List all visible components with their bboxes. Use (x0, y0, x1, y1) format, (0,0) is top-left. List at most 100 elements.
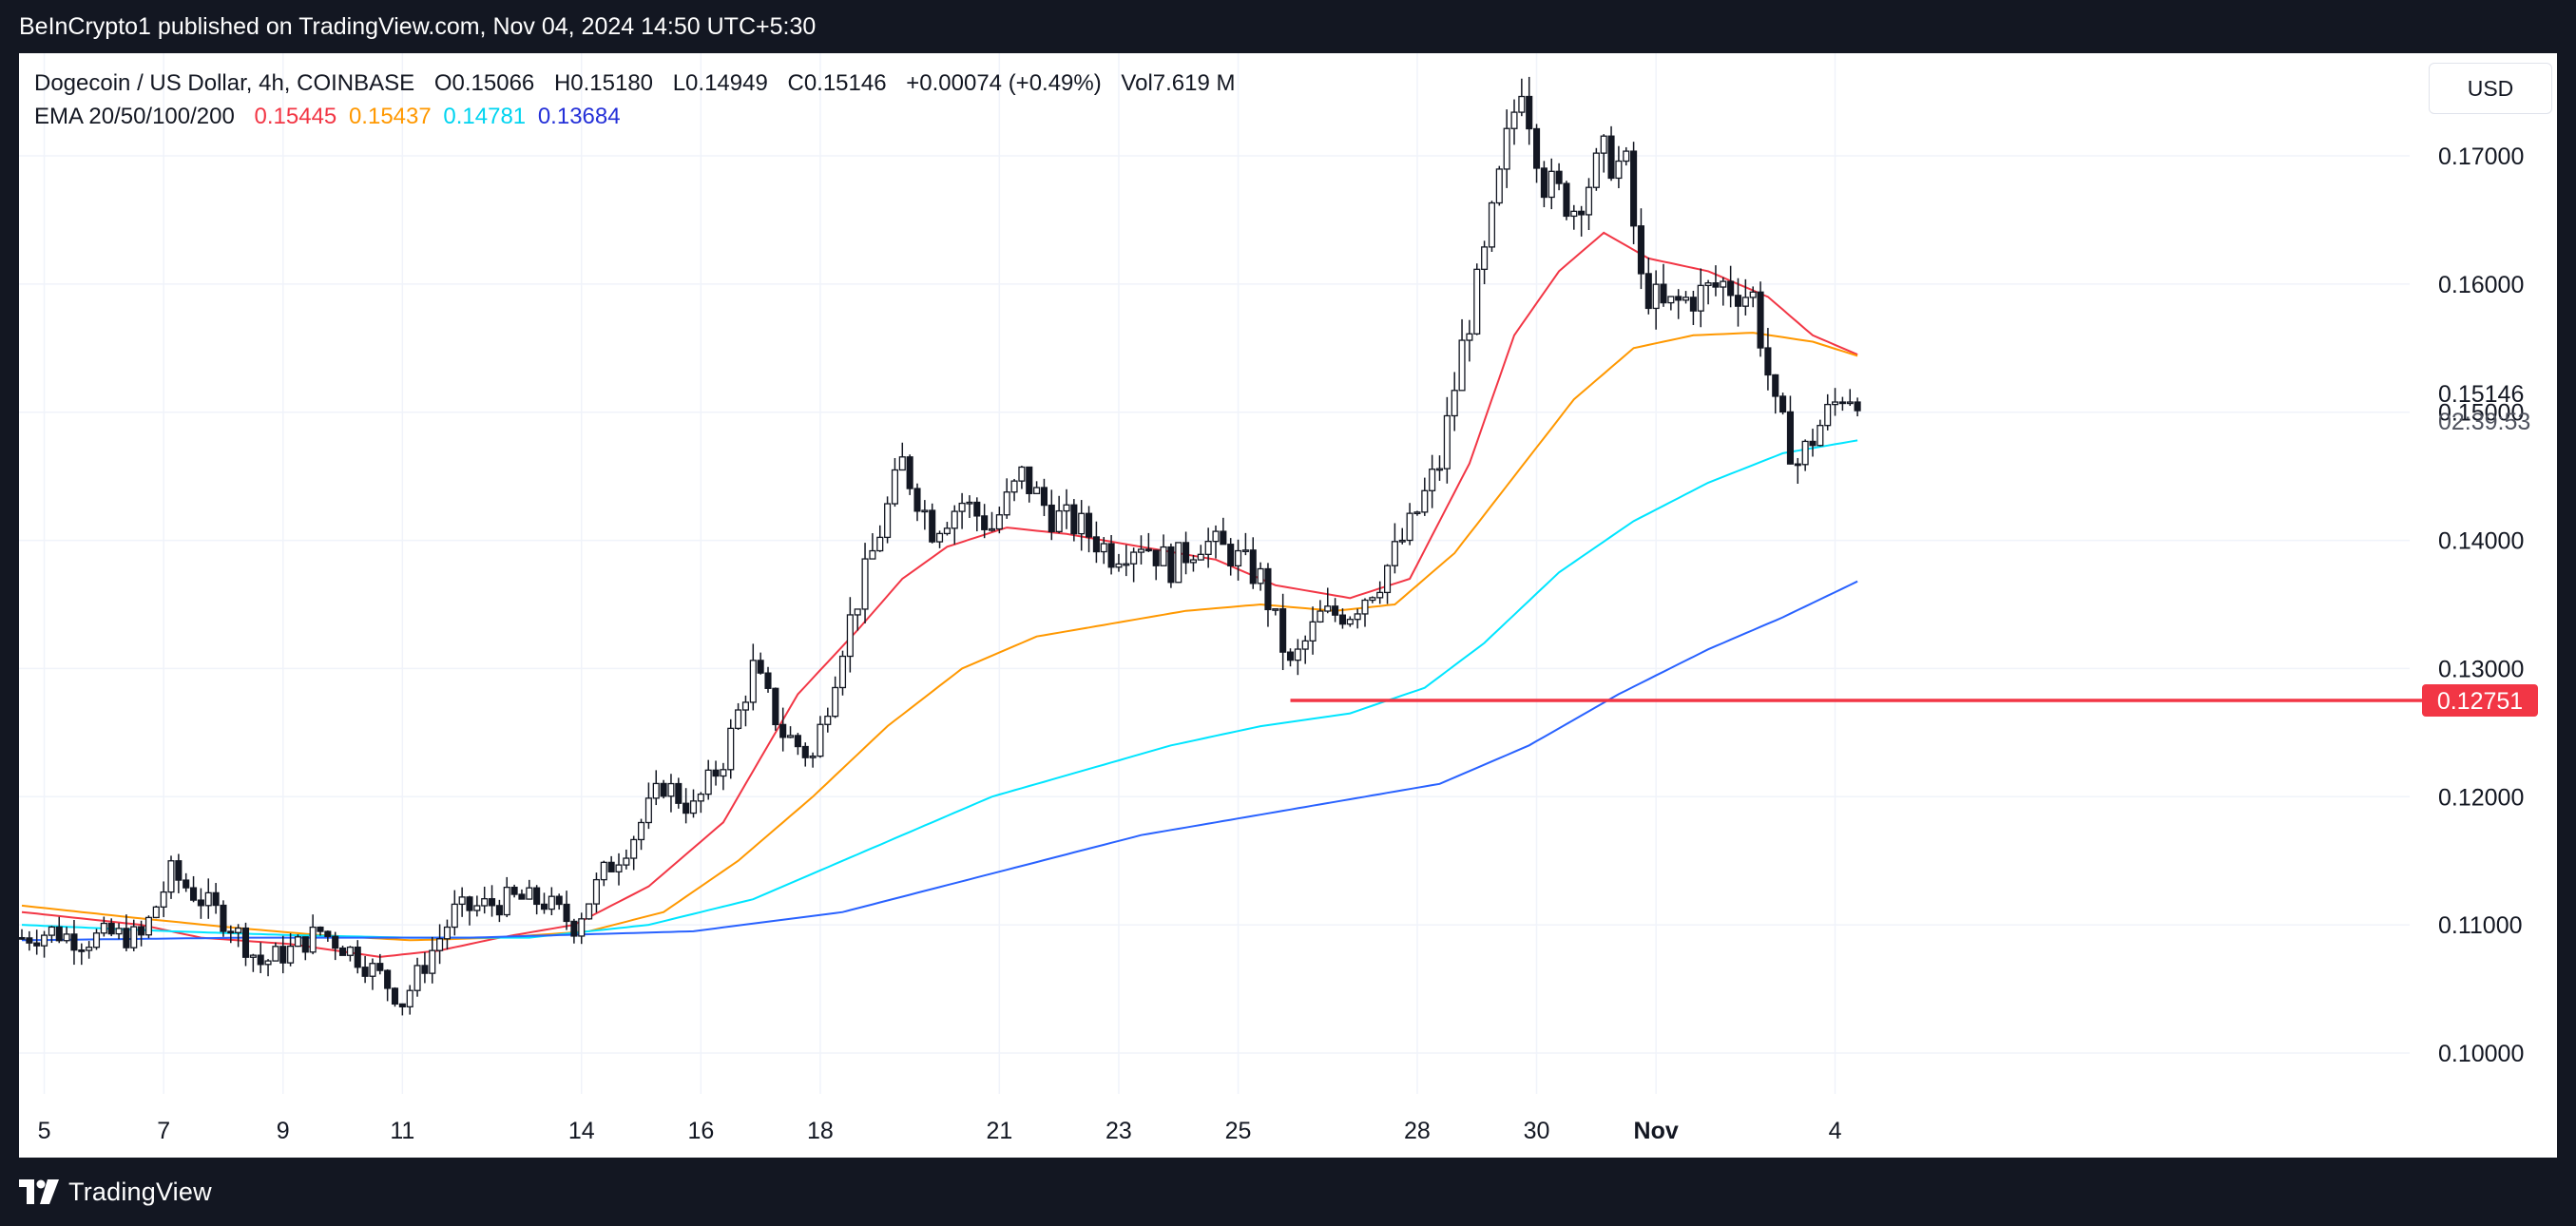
candle-up (1123, 563, 1130, 566)
candle-up (369, 963, 376, 977)
candle-down (540, 903, 548, 910)
candle-up (749, 660, 757, 703)
candle-up (48, 926, 55, 936)
candle-down (607, 861, 615, 872)
candle-down (488, 898, 496, 907)
candle-up (1451, 390, 1458, 417)
candle-up (1697, 284, 1704, 312)
candle-up (152, 906, 160, 919)
candle-down (1264, 567, 1272, 611)
candle-up (876, 536, 884, 552)
candle-up (727, 727, 735, 771)
candle-up (861, 558, 869, 610)
candle-up (966, 501, 973, 505)
chart-panel[interactable]: 0.179850.12751 0.10000 0.11000 0.12000 0.13… (19, 53, 2557, 1158)
candle-down (338, 947, 347, 956)
candle-down (1048, 504, 1055, 533)
ema200-value: 0.13684 (537, 104, 621, 129)
candle-down (973, 501, 981, 517)
candle-down (1809, 440, 1817, 447)
candle-down (779, 723, 787, 738)
candle-up (951, 510, 958, 529)
candle-up (1749, 291, 1757, 298)
candle-down (794, 735, 801, 748)
axes: 0.10000 0.11000 0.12000 0.13000 0.14000 0.150… (38, 144, 2531, 1144)
candle-up (958, 502, 966, 512)
candle-down (1040, 487, 1048, 507)
ema100-value: 0.14781 (443, 104, 527, 129)
currency-selector[interactable]: USD (2429, 63, 2552, 114)
candle-up (869, 549, 876, 560)
candle-up (787, 735, 795, 738)
candle-up (735, 709, 742, 730)
candle-up (167, 860, 175, 893)
candle-up (309, 926, 317, 953)
tradingview-brand-text[interactable]: TradingView (68, 1177, 212, 1206)
candle-down (495, 905, 503, 916)
price-chart[interactable]: 0.179850.12751 0.10000 0.11000 0.12000 0.13… (19, 53, 2557, 1158)
candle-down (220, 904, 227, 932)
candle-up (1115, 563, 1123, 568)
candle-down (301, 936, 309, 953)
candle-down (981, 515, 989, 530)
candle-down (1607, 135, 1615, 180)
candle-down (55, 926, 63, 942)
candle-down (906, 456, 913, 489)
candle-down (1757, 291, 1764, 349)
candle-up (1741, 297, 1749, 307)
candle-down (764, 672, 772, 689)
candle-up (1615, 160, 1623, 180)
candle-up (1398, 539, 1406, 543)
high-value: H0.15180 (553, 70, 654, 96)
candle-down (1540, 167, 1548, 199)
x-tick-label: 4 (1829, 1118, 1842, 1144)
candle-down (212, 891, 220, 907)
candle-up (1361, 599, 1369, 615)
candle-up (832, 686, 839, 718)
tradingview-logo-icon[interactable] (19, 1179, 59, 1204)
ema50-value: 0.15437 (348, 104, 432, 129)
candle-up (1130, 551, 1138, 565)
candle-up (1458, 339, 1466, 392)
candle-up (130, 926, 138, 948)
x-tick-label: 5 (38, 1118, 51, 1144)
candle-up (1317, 610, 1324, 623)
candle-up (264, 960, 272, 966)
candle-up (704, 769, 712, 795)
candle-up (1033, 487, 1041, 494)
support-price-label: 0.12751 (2437, 688, 2523, 715)
candle-up (1406, 512, 1413, 542)
candle-down (1152, 549, 1160, 566)
candle-up (838, 655, 847, 689)
candle-up (689, 800, 698, 814)
ema20-line (21, 231, 1858, 958)
legend-ohlc-row: Dogecoin / US Dollar, 4h, COINBASE O0.15… (34, 67, 1249, 100)
candles (19, 76, 1861, 1016)
candle-down (317, 926, 324, 932)
candle-up (1585, 186, 1593, 216)
candle-up (92, 932, 101, 948)
candle-up (1324, 605, 1332, 612)
symbol-title[interactable]: Dogecoin / US Dollar, 4h, COINBASE (34, 70, 415, 96)
ema-label[interactable]: EMA 20/50/100/200 (34, 104, 235, 129)
candle-up (1003, 491, 1010, 516)
candle-up (1623, 150, 1630, 163)
candle-up (891, 469, 898, 505)
candle-up (1241, 549, 1249, 552)
candle-up (817, 723, 824, 757)
candle-down (1727, 280, 1735, 297)
candle-up (578, 918, 586, 937)
candle-up (1294, 648, 1301, 661)
candle-down (801, 745, 809, 758)
candle-down (1249, 549, 1257, 584)
candle-down (570, 920, 578, 937)
candle-up (1817, 425, 1824, 447)
candle-up (451, 903, 458, 929)
y-tick-label: 0.15000 (2438, 400, 2524, 427)
support-price-tag (2422, 684, 2538, 718)
candle-up (1592, 152, 1600, 188)
candle-up (1413, 511, 1421, 515)
candle-down (332, 935, 339, 949)
candle-up (1354, 613, 1361, 621)
candle-up (1652, 283, 1660, 310)
